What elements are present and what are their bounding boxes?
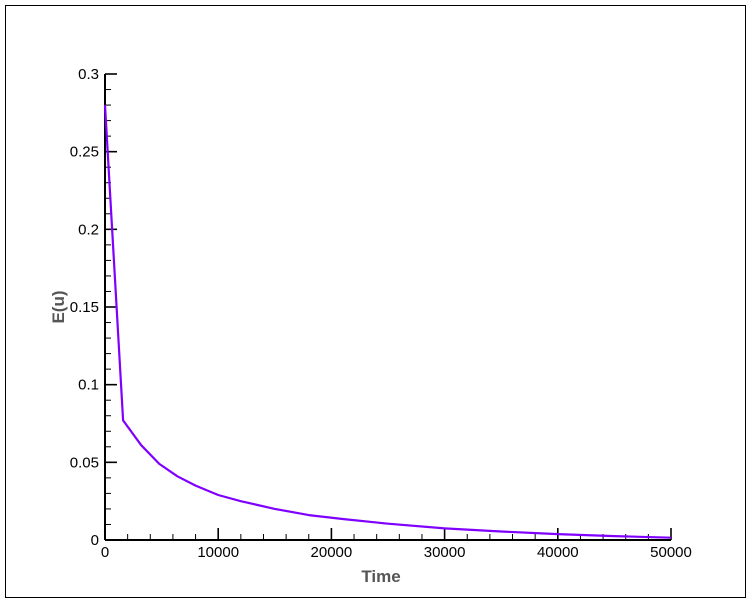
- y-axis-title: E(u): [49, 290, 68, 323]
- chart-frame: [5, 5, 746, 598]
- x-axis-title: Time: [361, 567, 400, 586]
- x-tick-label: 20000: [311, 544, 353, 561]
- y-tick-label: 0: [91, 532, 99, 549]
- y-tick-label: 0.1: [78, 377, 99, 394]
- x-tick-label: 30000: [424, 544, 466, 561]
- tick-labels: 0 0.05 0.1 0.15 0.2 0.25 0.3 0 10000 20000 30000 40…: [70, 66, 692, 561]
- x-tick-label: 10000: [197, 544, 239, 561]
- series: [103, 105, 672, 539]
- y-tick-label: 0.15: [70, 299, 99, 316]
- axes: [104, 74, 671, 541]
- x-tick-label: 0: [101, 544, 109, 561]
- y-tick-label: 0.2: [78, 221, 99, 238]
- y-tick-label: 0.05: [70, 454, 99, 471]
- y-tick-label: 0.3: [78, 66, 99, 83]
- series-line: [103, 105, 672, 539]
- ticks: [104, 73, 672, 541]
- x-tick-label: 50000: [650, 544, 692, 561]
- y-tick-label: 0.25: [70, 144, 99, 161]
- x-tick-label: 40000: [537, 544, 579, 561]
